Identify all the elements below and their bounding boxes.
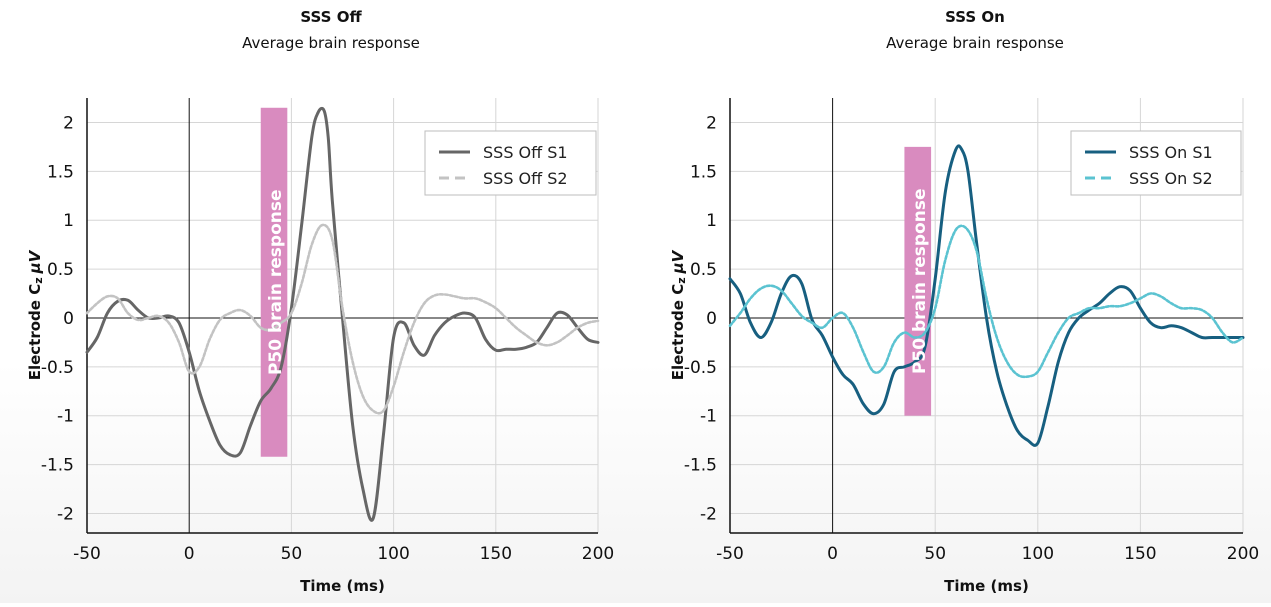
y-axis-label-unit: μV (26, 249, 44, 274)
y-tick-label: 0.5 (47, 260, 74, 280)
legend-label-2: SSS Off S2 (483, 169, 568, 188)
x-tick-label: -50 (73, 544, 101, 564)
x-tick-label: 50 (924, 544, 946, 564)
legend-label-1: SSS On S1 (1129, 143, 1213, 162)
y-axis-label-subscript: z (675, 277, 688, 283)
x-tick-label: 200 (1227, 544, 1259, 564)
x-tick-label: 150 (480, 544, 512, 564)
x-axis-label: Time (ms) (944, 577, 1029, 595)
p50-highlight-band (260, 107, 288, 457)
y-axis-label: Electrode Cz μV (26, 249, 45, 380)
chart-panel-2: SSS On Average brain response -50 0 50 100 150… (669, 8, 1259, 595)
series-line-1 (85, 106, 600, 522)
y-tick-label: -0.5 (41, 358, 74, 378)
y-tick-label: -1.5 (41, 456, 74, 476)
series-line-2 (85, 223, 600, 415)
x-tick-label: 0 (827, 544, 838, 564)
x-tick-label: 200 (582, 544, 614, 564)
p50-highlight-label: P50 brain response (266, 189, 286, 375)
y-tick-label: -0.5 (684, 358, 717, 378)
x-tick-label: 150 (1124, 544, 1156, 564)
y-tick-label: 1.5 (690, 162, 717, 182)
x-tick-label: -50 (716, 544, 744, 564)
y-tick-label: -1 (700, 407, 717, 427)
y-tick-label: 2 (706, 113, 717, 133)
y-tick-label: 0 (706, 309, 717, 329)
y-tick-label: 1 (63, 211, 74, 231)
x-tick-label: 100 (377, 544, 409, 564)
y-tick-label: -2 (57, 504, 74, 524)
chart-panel-1: SSS Off Average brain response -50 0 50 100 15… (26, 8, 614, 595)
y-tick-label: 0 (63, 309, 74, 329)
x-tick-label: 100 (1022, 544, 1054, 564)
chart-title: SSS Off (300, 8, 362, 26)
x-tick-label: 50 (281, 544, 303, 564)
y-tick-label: 2 (63, 113, 74, 133)
y-tick-label: 1.5 (47, 162, 74, 182)
y-tick-label: -1 (57, 407, 74, 427)
y-axis-label-main: Electrode C (26, 284, 44, 380)
y-axis-label-main: Electrode C (669, 284, 687, 380)
legend-label-2: SSS On S2 (1129, 169, 1213, 188)
legend-box (1070, 130, 1242, 196)
y-tick-label: 1 (706, 211, 717, 231)
chart-title: SSS On (945, 8, 1005, 26)
p50-highlight-band (904, 146, 932, 416)
y-axis-label: Electrode Cz μV (669, 249, 688, 380)
y-tick-label: 0.5 (690, 260, 717, 280)
chart-subtitle: Average brain response (886, 34, 1064, 52)
chart-subtitle: Average brain response (242, 34, 420, 52)
y-tick-label: -2 (700, 504, 717, 524)
x-axis-label: Time (ms) (300, 577, 385, 595)
legend-label-1: SSS Off S1 (483, 143, 568, 162)
y-axis-label-unit: μV (669, 249, 687, 274)
y-axis-label-subscript: z (32, 277, 45, 283)
p50-highlight-label: P50 brain response (910, 189, 930, 375)
x-tick-label: 0 (184, 544, 195, 564)
y-tick-label: -1.5 (684, 456, 717, 476)
series-line-2 (728, 224, 1245, 379)
legend-box (424, 130, 597, 196)
